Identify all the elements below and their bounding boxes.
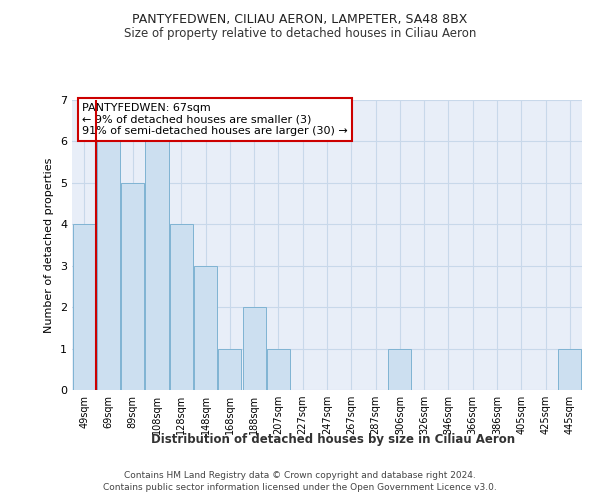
Bar xyxy=(559,348,581,390)
Bar xyxy=(267,348,290,390)
Text: Distribution of detached houses by size in Ciliau Aeron: Distribution of detached houses by size … xyxy=(151,432,515,446)
Bar xyxy=(388,348,412,390)
Bar xyxy=(73,224,95,390)
Text: PANTYFEDWEN: 67sqm
← 9% of detached houses are smaller (3)
91% of semi-detached : PANTYFEDWEN: 67sqm ← 9% of detached hous… xyxy=(82,103,348,136)
Text: Contains HM Land Registry data © Crown copyright and database right 2024.: Contains HM Land Registry data © Crown c… xyxy=(124,471,476,480)
Bar xyxy=(145,142,169,390)
Y-axis label: Number of detached properties: Number of detached properties xyxy=(44,158,55,332)
Text: PANTYFEDWEN, CILIAU AERON, LAMPETER, SA48 8BX: PANTYFEDWEN, CILIAU AERON, LAMPETER, SA4… xyxy=(133,12,467,26)
Bar xyxy=(97,142,120,390)
Bar xyxy=(242,307,266,390)
Bar xyxy=(194,266,217,390)
Bar xyxy=(121,183,144,390)
Text: Size of property relative to detached houses in Ciliau Aeron: Size of property relative to detached ho… xyxy=(124,28,476,40)
Text: Contains public sector information licensed under the Open Government Licence v3: Contains public sector information licen… xyxy=(103,484,497,492)
Bar xyxy=(218,348,241,390)
Bar xyxy=(170,224,193,390)
